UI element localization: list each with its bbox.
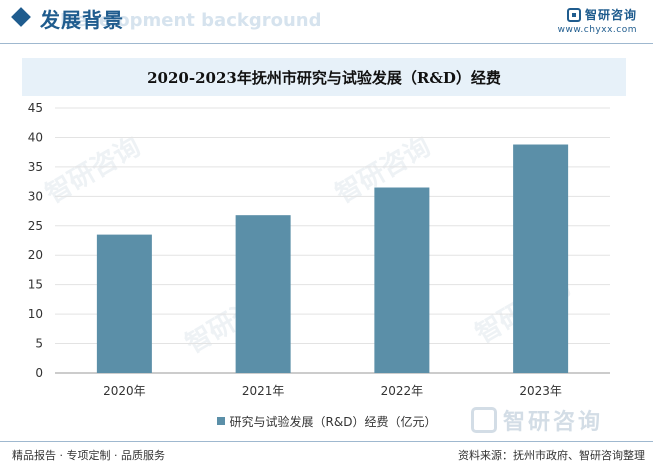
x-tick-label: 2021年	[242, 384, 285, 398]
x-tick-label: 2020年	[103, 384, 146, 398]
x-tick-label: 2023年	[519, 384, 562, 398]
y-tick-label: 20	[28, 248, 43, 262]
y-tick-label: 10	[28, 307, 43, 321]
x-tick-label: 2022年	[381, 384, 424, 398]
footer-source: 资料来源：抚州市政府、智研咨询整理	[458, 449, 645, 462]
y-tick-label: 25	[28, 219, 43, 233]
y-tick-label: 30	[28, 189, 43, 203]
header-background-text: Development background	[60, 10, 322, 31]
bar	[374, 187, 430, 373]
watermark-logo-icon	[471, 407, 497, 433]
logo-url: www.chyxx.com	[557, 25, 637, 35]
chart-legend: 研究与试验发展（R&D）经费（亿元）	[0, 411, 653, 431]
legend-swatch	[216, 417, 225, 425]
y-tick-label: 40	[28, 130, 43, 144]
chart-title: 2020-2023年抚州市研究与试验发展（R&D）经费	[147, 68, 501, 87]
bar	[96, 234, 152, 373]
logo-name: 智研咨询	[584, 8, 637, 22]
y-tick-label: 15	[28, 278, 43, 292]
footer-tagline: 精品报告 · 专项定制 · 品质服务	[12, 449, 165, 462]
watermark-logo: 智研咨询	[471, 404, 603, 436]
legend-label: 研究与试验发展（R&D）经费（亿元）	[229, 414, 437, 429]
bar	[235, 215, 291, 373]
page-footer: 精品报告 · 专项定制 · 品质服务 资料来源：抚州市政府、智研咨询整理	[0, 441, 653, 469]
watermark-logo-text: 智研咨询	[503, 410, 604, 435]
chart-title-band: 2020-2023年抚州市研究与试验发展（R&D）经费	[22, 58, 626, 96]
footer-divider	[0, 441, 653, 442]
header-divider	[0, 43, 653, 44]
y-tick-label: 35	[28, 160, 43, 174]
page-header: Development background 发展背景 智研咨询 www.chy…	[0, 0, 653, 44]
y-tick-label: 5	[35, 337, 43, 351]
y-tick-label: 45	[28, 101, 43, 115]
brand-logo: 智研咨询 www.chyxx.com	[558, 6, 637, 35]
logo-icon	[566, 7, 581, 22]
y-tick-label: 0	[35, 366, 43, 380]
bar	[513, 144, 569, 373]
section-title: 发展背景	[40, 8, 124, 32]
